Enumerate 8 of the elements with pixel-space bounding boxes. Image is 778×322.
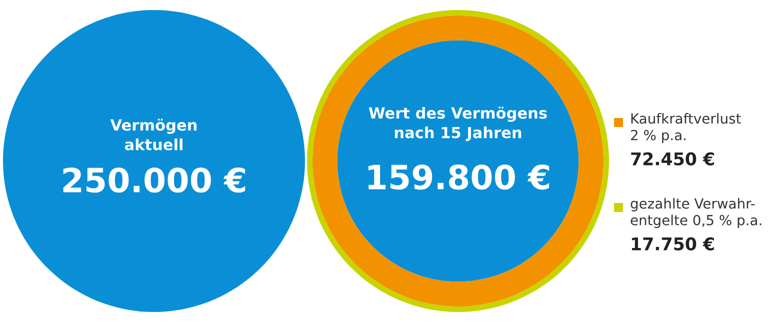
data-label: 250.000 € [63, 167, 246, 193]
category-label: Kaufkraftverlust 2 % p.a. [631, 113, 741, 144]
category-label: Wert des Vermögens nach 15 Jahren [368, 106, 547, 142]
category-label: Vermögen aktuell [110, 118, 197, 150]
data-label: 17.750 € [632, 237, 714, 250]
data-label: 159.800 € [368, 164, 550, 190]
category-label: gezahlte Verwahr- entgelte 0,5 % p.a. [630, 198, 762, 228]
data-label: 72.450 € [631, 152, 714, 166]
